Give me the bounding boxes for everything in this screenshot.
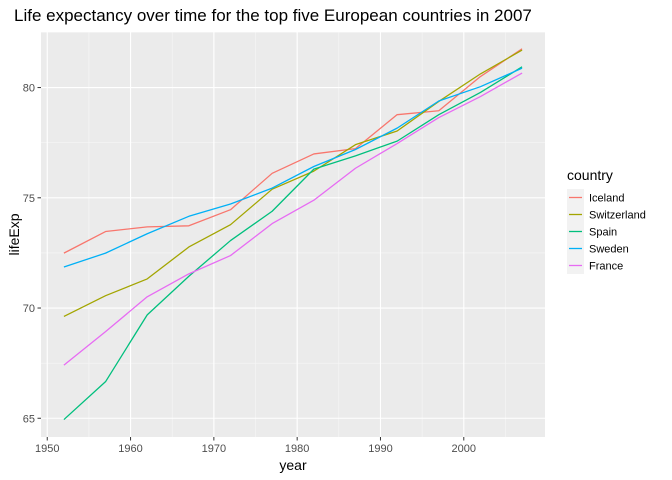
series-line-switzerland (63, 49, 523, 317)
y-axis: 65 70 75 80 (23, 83, 41, 425)
grid-minor (41, 32, 545, 437)
y-tick-label: 75 (23, 193, 35, 205)
legend: country Iceland Switzerland Spain Sweden Fra… (567, 167, 646, 274)
x-tick-label: 1950 (35, 443, 59, 455)
series-line-france (63, 72, 523, 366)
series-line-iceland (63, 48, 523, 254)
chart-title: Life expectancy over time for the top fi… (14, 6, 532, 25)
series-lines (63, 48, 523, 421)
legend-label-spain: Spain (589, 227, 617, 239)
legend-label-switzerland: Switzerland (589, 210, 646, 222)
x-tick-label: 1960 (118, 443, 142, 455)
x-tick-label: 1980 (285, 443, 309, 455)
y-tick-label: 65 (23, 413, 35, 425)
x-tick-label: 2000 (452, 443, 476, 455)
legend-label-france: France (589, 261, 623, 273)
grid-major (41, 32, 545, 437)
y-tick-label: 70 (23, 303, 35, 315)
plot-panel (41, 32, 545, 437)
y-tick-label: 80 (23, 83, 35, 95)
legend-title: country (567, 167, 613, 183)
series-line-sweden (63, 67, 523, 268)
series-line-spain (63, 66, 523, 421)
y-axis-title: lifeExp (6, 213, 22, 255)
x-axis: 1950 1960 1970 1980 1990 2000 (35, 437, 476, 455)
legend-label-sweden: Sweden (589, 244, 629, 256)
x-tick-label: 1990 (368, 443, 392, 455)
x-axis-title: year (279, 457, 307, 473)
x-tick-label: 1970 (202, 443, 226, 455)
legend-label-iceland: Iceland (589, 193, 624, 205)
